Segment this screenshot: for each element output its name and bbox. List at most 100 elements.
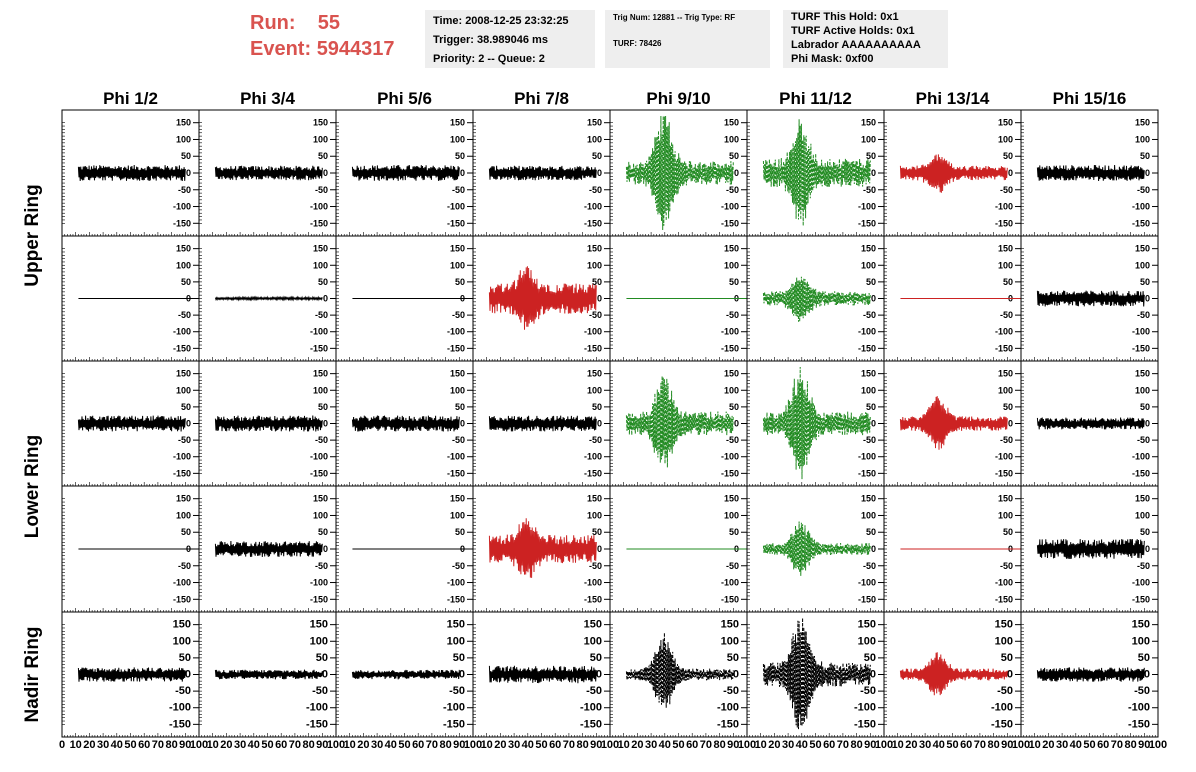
y-tick-label: -150 (310, 218, 328, 228)
y-tick-label: -150 (721, 218, 739, 228)
y-tick-label: -50 (1000, 561, 1013, 571)
waveform-trace (625, 632, 734, 708)
x-tick-label: 60 (960, 739, 972, 751)
y-tick-label: 150 (173, 619, 191, 631)
y-tick-label: -150 (310, 594, 328, 604)
y-tick-label: 150 (998, 118, 1013, 128)
y-tick-label: 150 (998, 369, 1013, 379)
y-tick-label: 100 (310, 635, 328, 647)
trig-num-text: Trig Num: 12881 -- Trig Type: RF (613, 13, 736, 22)
y-tick-label: 150 (587, 369, 602, 379)
time-info-box: Time: 2008-12-25 23:32:25 Trigger: 38.98… (425, 10, 595, 68)
y-tick-label: 50 (866, 277, 876, 287)
y-tick-label: 0 (1008, 419, 1013, 429)
y-tick-label: -50 (863, 185, 876, 195)
y-tick-label: 150 (447, 619, 465, 631)
waveform-trace (488, 165, 597, 181)
y-tick-label: -50 (726, 561, 739, 571)
y-tick-label: -50 (589, 185, 602, 195)
y-tick-label: 150 (998, 494, 1013, 504)
y-tick-label: -50 (726, 185, 739, 195)
y-tick-label: 0 (323, 294, 328, 304)
y-tick-label: -100 (447, 327, 465, 337)
y-tick-label: -50 (178, 435, 191, 445)
y-tick-label: -50 (452, 561, 465, 571)
y-tick-label: -150 (584, 218, 602, 228)
y-tick-label: -100 (1132, 327, 1150, 337)
y-tick-label: 100 (995, 635, 1013, 647)
y-tick-label: 100 (450, 510, 465, 520)
y-tick-label: 50 (866, 151, 876, 161)
y-tick-label: 150 (1132, 619, 1150, 631)
waveform-trace (488, 665, 597, 684)
y-tick-label: 0 (1145, 294, 1150, 304)
y-tick-label: -50 (449, 685, 465, 697)
x-tick-label: 10 (481, 739, 493, 751)
y-tick-label: 50 (729, 277, 739, 287)
y-tick-label: -150 (1128, 718, 1150, 730)
y-tick-label: -150 (584, 594, 602, 604)
y-tick-label: 50 (592, 277, 602, 287)
x-tick-label: 20 (357, 739, 369, 751)
y-tick-label: 0 (871, 294, 876, 304)
waveform-trace (1036, 417, 1145, 430)
y-tick-label: 0 (597, 294, 602, 304)
y-tick-label: 100 (998, 134, 1013, 144)
waveform-trace (488, 518, 597, 578)
waveform-trace (1036, 538, 1145, 560)
x-tick-label: 90 (727, 739, 739, 751)
x-tick-label: 10 (892, 739, 904, 751)
y-tick-label: 100 (724, 134, 739, 144)
waveform-trace (762, 119, 871, 226)
x-tick-label: 40 (385, 739, 397, 751)
y-tick-label: 0 (1008, 168, 1013, 178)
y-tick-label: -50 (452, 310, 465, 320)
y-tick-label: 150 (313, 369, 328, 379)
y-tick-label: -50 (1000, 310, 1013, 320)
y-tick-label: -150 (447, 594, 465, 604)
x-tick-label: 70 (837, 739, 849, 751)
y-tick-label: -100 (995, 578, 1013, 588)
y-tick-label: -100 (447, 578, 465, 588)
y-tick-label: -100 (858, 202, 876, 212)
waveform-trace (899, 652, 1008, 696)
y-tick-label: 150 (313, 494, 328, 504)
y-tick-label: -100 (721, 327, 739, 337)
time-text: Time: 2008-12-25 23:32:25 (433, 15, 569, 27)
y-tick-label: 50 (1001, 652, 1013, 664)
x-tick-label: 40 (522, 739, 534, 751)
y-tick-label: 150 (861, 494, 876, 504)
y-tick-label: -150 (580, 718, 602, 730)
y-tick-label: -150 (721, 594, 739, 604)
y-tick-label: -100 (1132, 202, 1150, 212)
row-label: Lower Ring (22, 435, 43, 538)
y-tick-label: -150 (584, 468, 602, 478)
y-tick-label: -150 (858, 594, 876, 604)
y-tick-label: 150 (450, 244, 465, 254)
y-tick-label: -50 (589, 561, 602, 571)
y-tick-label: 0 (460, 168, 465, 178)
y-tick-label: 0 (597, 419, 602, 429)
column-header: Phi 3/4 (240, 89, 295, 108)
y-tick-label: 100 (176, 134, 191, 144)
y-tick-label: 50 (181, 277, 191, 287)
y-tick-label: 150 (1135, 244, 1150, 254)
y-tick-label: -150 (169, 718, 191, 730)
x-tick-label: 30 (919, 739, 931, 751)
y-tick-label: 0 (323, 168, 328, 178)
x-tick-label: 50 (124, 739, 136, 751)
y-tick-label: 150 (721, 619, 739, 631)
y-tick-label: 100 (724, 510, 739, 520)
y-tick-label: -50 (863, 435, 876, 445)
y-tick-label: 0 (185, 669, 191, 681)
y-tick-label: 50 (455, 277, 465, 287)
row-label: Upper Ring (22, 184, 43, 286)
x-tick-label: 40 (1070, 739, 1082, 751)
y-tick-label: 150 (584, 619, 602, 631)
x-tick-label: 40 (796, 739, 808, 751)
x-tick-label: 100 (1012, 739, 1030, 751)
x-tick-label: 90 (864, 739, 876, 751)
waveform-trace (625, 115, 734, 231)
y-tick-label: 150 (313, 118, 328, 128)
x-tick-label: 60 (549, 739, 561, 751)
